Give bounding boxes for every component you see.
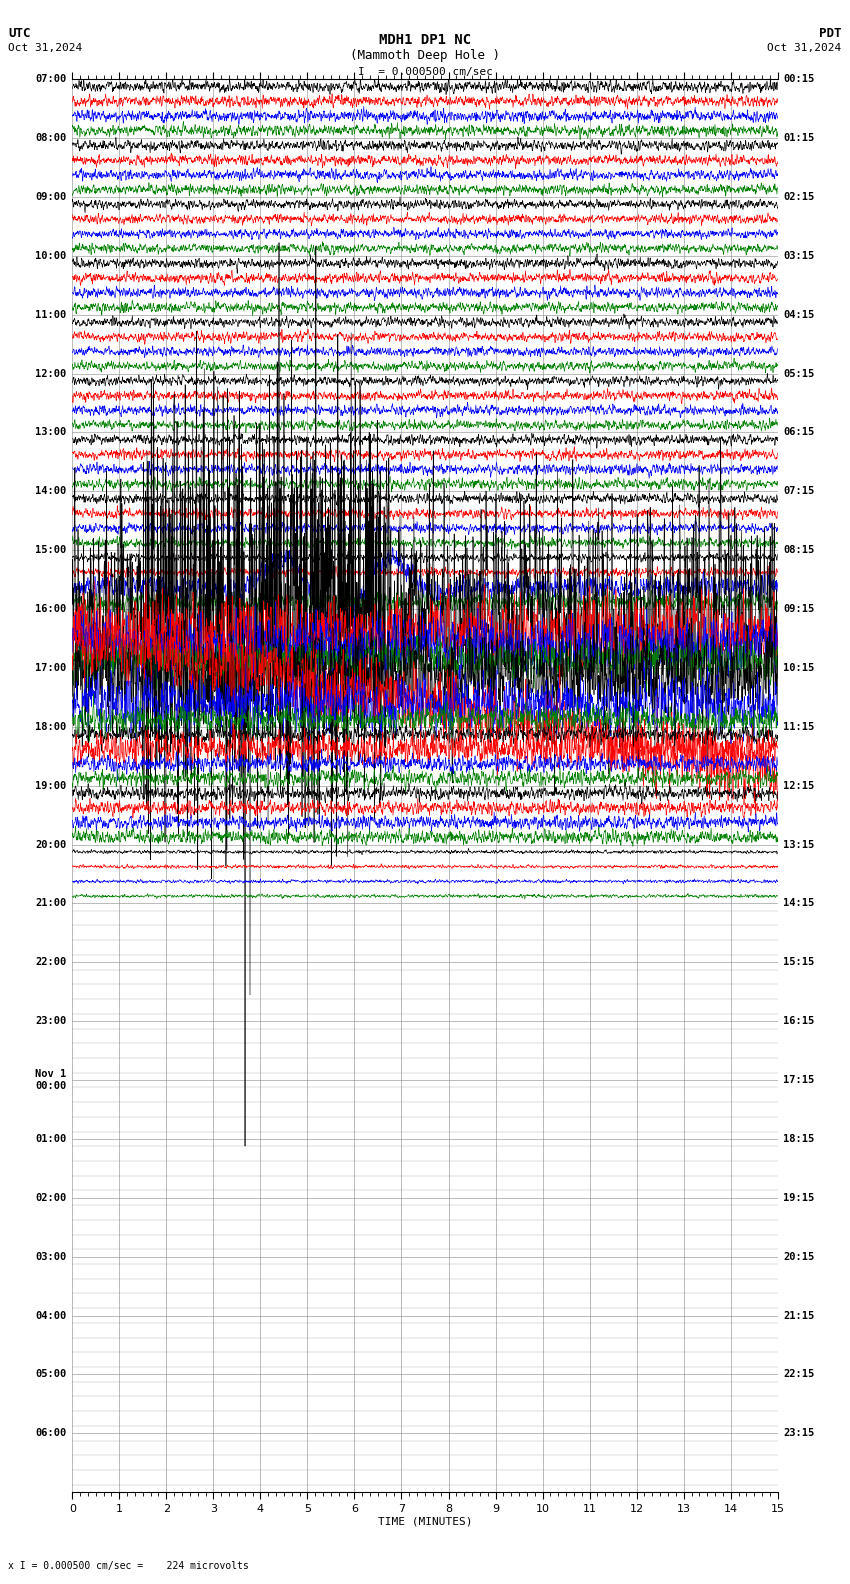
Text: Nov 1
00:00: Nov 1 00:00 xyxy=(36,1069,66,1091)
Text: 03:15: 03:15 xyxy=(784,250,814,261)
Text: 02:00: 02:00 xyxy=(36,1193,66,1202)
Text: Oct 31,2024: Oct 31,2024 xyxy=(8,43,82,52)
Text: 22:15: 22:15 xyxy=(784,1370,814,1380)
Text: x I = 0.000500 cm/sec =    224 microvolts: x I = 0.000500 cm/sec = 224 microvolts xyxy=(8,1562,249,1571)
Text: 08:00: 08:00 xyxy=(36,133,66,143)
Text: 06:00: 06:00 xyxy=(36,1429,66,1438)
Text: 22:00: 22:00 xyxy=(36,957,66,968)
Text: MDH1 DP1 NC: MDH1 DP1 NC xyxy=(379,33,471,48)
Text: (Mammoth Deep Hole ): (Mammoth Deep Hole ) xyxy=(350,49,500,62)
Text: UTC: UTC xyxy=(8,27,31,40)
Text: 19:15: 19:15 xyxy=(784,1193,814,1202)
Text: I  = 0.000500 cm/sec: I = 0.000500 cm/sec xyxy=(358,67,492,76)
Text: 01:15: 01:15 xyxy=(784,133,814,143)
Text: 14:15: 14:15 xyxy=(784,898,814,908)
Text: 23:00: 23:00 xyxy=(36,1017,66,1026)
Text: 23:15: 23:15 xyxy=(784,1429,814,1438)
Text: 19:00: 19:00 xyxy=(36,781,66,790)
Text: 02:15: 02:15 xyxy=(784,192,814,201)
Text: 17:00: 17:00 xyxy=(36,664,66,673)
X-axis label: TIME (MINUTES): TIME (MINUTES) xyxy=(377,1517,473,1527)
Text: 12:00: 12:00 xyxy=(36,369,66,379)
Text: 04:15: 04:15 xyxy=(784,310,814,320)
Text: 15:00: 15:00 xyxy=(36,545,66,554)
Text: 07:15: 07:15 xyxy=(784,486,814,496)
Text: 10:15: 10:15 xyxy=(784,664,814,673)
Text: 21:15: 21:15 xyxy=(784,1310,814,1321)
Text: 10:00: 10:00 xyxy=(36,250,66,261)
Text: 15:15: 15:15 xyxy=(784,957,814,968)
Text: 17:15: 17:15 xyxy=(784,1076,814,1085)
Text: 00:15: 00:15 xyxy=(784,74,814,84)
Text: 05:00: 05:00 xyxy=(36,1370,66,1380)
Text: PDT: PDT xyxy=(819,27,842,40)
Text: 11:00: 11:00 xyxy=(36,310,66,320)
Text: 09:00: 09:00 xyxy=(36,192,66,201)
Text: 06:15: 06:15 xyxy=(784,428,814,437)
Text: Oct 31,2024: Oct 31,2024 xyxy=(768,43,842,52)
Text: 18:00: 18:00 xyxy=(36,722,66,732)
Text: 11:15: 11:15 xyxy=(784,722,814,732)
Text: 16:15: 16:15 xyxy=(784,1017,814,1026)
Text: 20:15: 20:15 xyxy=(784,1251,814,1261)
Text: 05:15: 05:15 xyxy=(784,369,814,379)
Text: 04:00: 04:00 xyxy=(36,1310,66,1321)
Text: 16:00: 16:00 xyxy=(36,604,66,615)
Text: 13:00: 13:00 xyxy=(36,428,66,437)
Text: 12:15: 12:15 xyxy=(784,781,814,790)
Text: 20:00: 20:00 xyxy=(36,840,66,849)
Text: 03:00: 03:00 xyxy=(36,1251,66,1261)
Text: 07:00: 07:00 xyxy=(36,74,66,84)
Text: 14:00: 14:00 xyxy=(36,486,66,496)
Text: 09:15: 09:15 xyxy=(784,604,814,615)
Text: 01:00: 01:00 xyxy=(36,1134,66,1144)
Text: 18:15: 18:15 xyxy=(784,1134,814,1144)
Text: 21:00: 21:00 xyxy=(36,898,66,908)
Text: 08:15: 08:15 xyxy=(784,545,814,554)
Text: 13:15: 13:15 xyxy=(784,840,814,849)
